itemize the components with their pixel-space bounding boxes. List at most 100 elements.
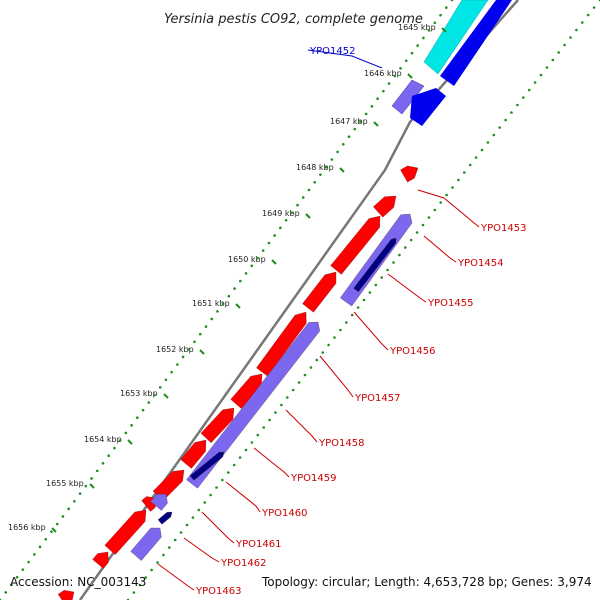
- outer-dotted-guide: [330, 158, 334, 161]
- forward-gene-arrow: [200, 407, 235, 444]
- gene-label: YPO1460: [261, 508, 307, 519]
- forward-gene-arrow: [256, 311, 307, 377]
- inner-dotted-guide: [280, 403, 283, 407]
- inner-dotted-guide: [303, 373, 307, 377]
- gene-label-leader: [319, 355, 354, 398]
- outer-dotted-guide: [410, 51, 414, 55]
- outer-dotted-guide: [181, 355, 185, 359]
- outer-dotted-guide: [216, 310, 219, 313]
- outer-dotted-guide: [450, 0, 454, 2]
- outer-dotted-guide: [404, 59, 408, 63]
- gene-label-leader: [253, 447, 290, 478]
- inner-dotted-guide: [516, 103, 519, 107]
- outer-dotted-guide: [198, 332, 202, 336]
- inner-dotted-guide: [427, 216, 431, 219]
- outer-dotted-guide: [38, 545, 42, 549]
- kbp-tick-layer: 1645 kbp 1646 kbp 1647 kbp 1648 kbp 1649 kbp…: [8, 23, 447, 533]
- inner-dotted-guide: [551, 58, 555, 62]
- outer-dotted-guide: [147, 401, 151, 404]
- outer-dotted-guide: [296, 203, 299, 207]
- inner-dotted-guide: [492, 133, 496, 137]
- outer-dotted-guide: [130, 424, 133, 427]
- gene-label: YPO1453: [480, 223, 526, 234]
- kbp-tick-mark: [271, 259, 277, 265]
- outer-dotted-guide: [319, 173, 322, 176]
- kbp-tick-mark: [441, 27, 447, 33]
- forward-gene-arrow: [152, 469, 185, 502]
- forward-gene-arrow: [92, 551, 109, 569]
- inner-dotted-guide: [368, 291, 372, 294]
- gene-label: YPO1459: [290, 473, 336, 484]
- inner-dotted-guide: [480, 148, 484, 152]
- forward-gene-arrow: [180, 439, 207, 469]
- outer-dotted-guide: [353, 127, 357, 131]
- inner-dotted-guide: [333, 336, 336, 339]
- forward-gene-arrow: [330, 215, 381, 275]
- reverse-gene-arrow-dark: [353, 237, 397, 293]
- outer-dotted-guide: [307, 188, 311, 192]
- outer-dotted-guide: [284, 218, 288, 222]
- outer-dotted-guide: [422, 36, 425, 40]
- inner-dotted-guide: [256, 433, 260, 437]
- outer-dotted-guide: [84, 484, 88, 488]
- outer-dotted-guide: [313, 180, 316, 184]
- inner-dotted-guide: [179, 531, 183, 534]
- kbp-tick-label: 1656 kbp: [8, 523, 46, 532]
- gene-label-leader: [423, 235, 457, 263]
- kbp-tick-mark: [339, 167, 345, 173]
- inner-dotted-guide: [380, 276, 384, 279]
- inner-dotted-guide: [392, 261, 395, 264]
- inner-dotted-guide: [274, 411, 277, 414]
- outer-dotted-guide: [444, 6, 448, 9]
- inner-dotted-guide: [262, 426, 266, 429]
- forward-gene-arrow: [57, 590, 75, 600]
- inner-dotted-guide: [209, 493, 212, 497]
- inner-dotted-guide: [498, 126, 502, 129]
- outer-dotted-guide: [27, 560, 30, 564]
- inner-dotted-guide: [563, 43, 566, 47]
- kbp-tick-label: 1650 kbp: [228, 255, 266, 264]
- inner-dotted-guide: [457, 178, 460, 182]
- inner-dotted-guide: [286, 396, 289, 399]
- gene-label: YPO1454: [457, 258, 503, 269]
- inner-dotted-guide: [297, 381, 301, 384]
- outer-dotted-guide: [221, 302, 225, 306]
- forward-gene-arrow: [302, 271, 337, 313]
- kbp-tick-label: 1646 kbp: [364, 69, 402, 78]
- outer-dotted-guide: [239, 279, 242, 283]
- kbp-tick-label: 1654 kbp: [84, 435, 122, 444]
- inner-dotted-guide: [445, 193, 448, 197]
- kbp-tick-label: 1653 kbp: [120, 389, 158, 398]
- outer-dotted-guide: [141, 408, 145, 412]
- reverse-gene-arrow-dark: [157, 511, 173, 525]
- outer-dotted-guide: [136, 416, 139, 420]
- outer-dotted-guide: [387, 82, 391, 85]
- outer-dotted-guide: [370, 105, 374, 108]
- inner-dotted-guide: [415, 231, 419, 234]
- gene-label: YPO1462: [220, 558, 266, 569]
- inner-dotted-guide: [486, 141, 490, 144]
- gene-label-leader: [417, 189, 480, 228]
- inner-dotted-guide: [250, 441, 254, 444]
- outer-dotted-guide: [95, 469, 99, 473]
- inner-dotted-guide: [474, 156, 478, 159]
- outer-dotted-guide: [73, 499, 76, 503]
- inner-dotted-guide: [315, 358, 319, 362]
- outer-dotted-guide: [44, 537, 48, 541]
- outer-dotted-guide: [290, 211, 294, 214]
- inner-dotted-guide: [386, 268, 389, 272]
- blue-arrow-block: [410, 88, 446, 126]
- kbp-tick-label: 1645 kbp: [398, 23, 436, 32]
- outer-dotted-guide: [204, 325, 208, 328]
- outer-dotted-guide: [101, 461, 105, 465]
- outer-dotted-guide: [279, 226, 282, 230]
- kbp-tick-mark: [199, 349, 205, 355]
- outer-dotted-guide: [90, 477, 93, 480]
- inner-dotted-guide: [345, 321, 348, 324]
- outer-dotted-guide: [187, 348, 191, 351]
- inner-dotted-guide: [439, 201, 443, 204]
- inner-dotted-guide: [557, 51, 560, 54]
- inner-dotted-guide: [197, 508, 201, 512]
- inner-dotted-guide: [221, 478, 224, 482]
